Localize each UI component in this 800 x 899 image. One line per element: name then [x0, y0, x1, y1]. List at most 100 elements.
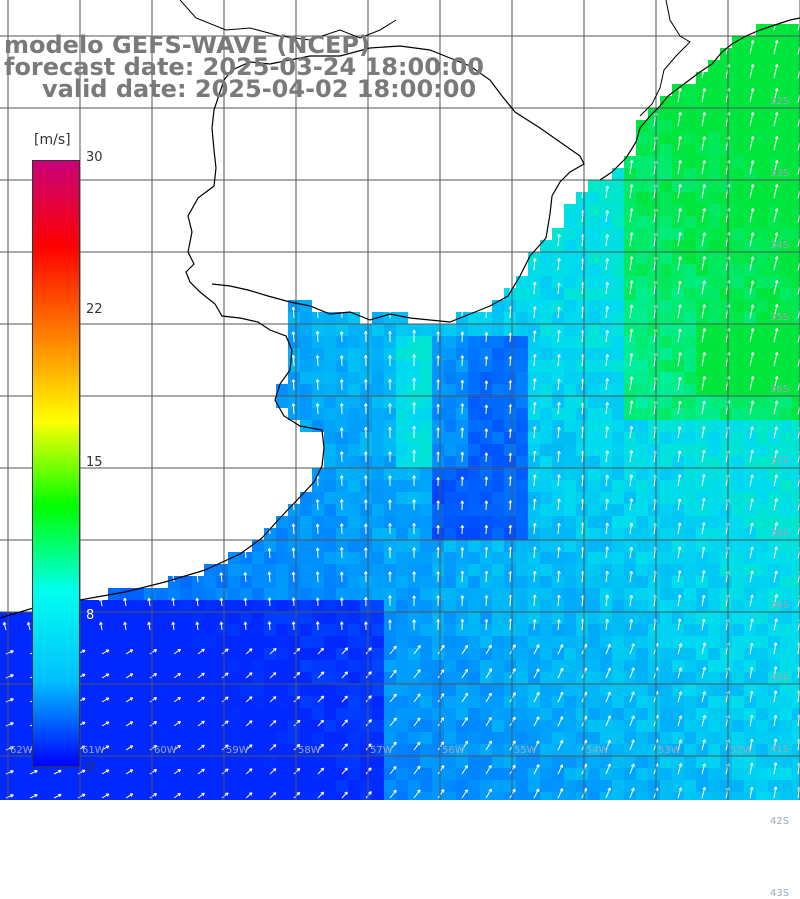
wind-cell — [468, 324, 480, 336]
wind-cell — [444, 468, 456, 480]
wind-cell — [180, 648, 192, 660]
wind-cell — [324, 552, 336, 564]
wind-cell — [240, 636, 252, 648]
wind-cell — [204, 756, 216, 768]
wind-cell — [660, 216, 672, 228]
wind-cell — [468, 480, 480, 492]
wind-cell — [564, 264, 576, 276]
wind-cell — [468, 684, 480, 696]
wind-cell — [708, 732, 720, 744]
wind-cell — [552, 324, 564, 336]
wind-cell — [660, 468, 672, 480]
wind-cell — [768, 204, 780, 216]
wind-cell — [600, 348, 612, 360]
wind-cell — [492, 396, 504, 408]
wind-cell — [588, 240, 600, 252]
wind-cell — [720, 636, 732, 648]
wind-cell — [396, 720, 408, 732]
wind-arrow-head — [657, 764, 658, 767]
wind-cell — [636, 228, 648, 240]
wind-cell — [120, 684, 132, 696]
wind-cell — [276, 588, 288, 600]
wind-cell — [636, 324, 648, 336]
wind-cell — [444, 708, 456, 720]
wind-cell — [756, 504, 768, 516]
wind-cell — [780, 252, 792, 264]
wind-arrow-head — [729, 40, 730, 43]
wind-cell — [252, 732, 264, 744]
wind-cell — [492, 552, 504, 564]
wind-cell — [588, 756, 600, 768]
wind-cell — [396, 552, 408, 564]
wind-cell — [780, 420, 792, 432]
wind-cell — [516, 708, 528, 720]
wind-cell — [276, 528, 288, 540]
wind-cell — [552, 588, 564, 600]
wind-cell — [444, 324, 456, 336]
wind-cell — [612, 732, 624, 744]
wind-cell — [708, 72, 720, 84]
wind-cell — [648, 564, 660, 576]
wind-cell — [636, 696, 648, 708]
wind-cell — [492, 336, 504, 348]
wind-cell — [132, 744, 144, 756]
wind-arrow-head — [658, 691, 659, 694]
wind-cell — [588, 360, 600, 372]
wind-cell — [372, 432, 384, 444]
wind-cell — [516, 684, 528, 696]
wind-cell — [708, 708, 720, 720]
wind-cell — [120, 612, 132, 624]
wind-cell — [576, 540, 588, 552]
wind-cell — [708, 432, 720, 444]
wind-cell — [792, 180, 800, 192]
wind-cell — [300, 732, 312, 744]
wind-arrow-head — [347, 744, 348, 747]
wind-cell — [660, 384, 672, 396]
wind-cell — [756, 576, 768, 588]
wind-cell — [396, 312, 408, 324]
wind-cell — [372, 360, 384, 372]
wind-cell — [372, 576, 384, 588]
wind-cell — [732, 372, 744, 384]
wind-cell — [744, 660, 756, 672]
wind-cell — [636, 636, 648, 648]
wind-cell — [648, 396, 660, 408]
wind-cell — [468, 336, 480, 348]
wind-cell — [204, 588, 216, 600]
wind-cell — [420, 480, 432, 492]
wind-cell — [708, 348, 720, 360]
wind-cell — [540, 360, 552, 372]
wind-cell — [504, 612, 516, 624]
wind-cell — [324, 648, 336, 660]
wind-cell — [492, 564, 504, 576]
wind-cell — [732, 240, 744, 252]
wind-cell — [468, 360, 480, 372]
latitude-label: 43S — [770, 888, 789, 899]
wind-cell — [612, 408, 624, 420]
wind-cell — [612, 576, 624, 588]
wind-cell — [672, 732, 684, 744]
wind-cell — [648, 156, 660, 168]
wind-cell — [720, 492, 732, 504]
wind-cell — [780, 72, 792, 84]
wind-arrow-head — [396, 694, 397, 697]
wind-cell — [744, 180, 756, 192]
wind-cell — [156, 708, 168, 720]
colorbar — [32, 160, 80, 767]
wind-cell — [660, 696, 672, 708]
wind-cell — [756, 780, 768, 792]
wind-cell — [564, 552, 576, 564]
wind-cell — [696, 468, 708, 480]
wind-cell — [420, 360, 432, 372]
wind-cell — [132, 768, 144, 780]
wind-cell — [564, 228, 576, 240]
wind-cell — [708, 504, 720, 516]
wind-cell — [564, 336, 576, 348]
wind-cell — [420, 672, 432, 684]
wind-cell — [576, 492, 588, 504]
wind-cell — [228, 792, 240, 800]
wind-cell — [756, 264, 768, 276]
wind-cell — [588, 708, 600, 720]
wind-cell — [636, 540, 648, 552]
wind-cell — [540, 420, 552, 432]
